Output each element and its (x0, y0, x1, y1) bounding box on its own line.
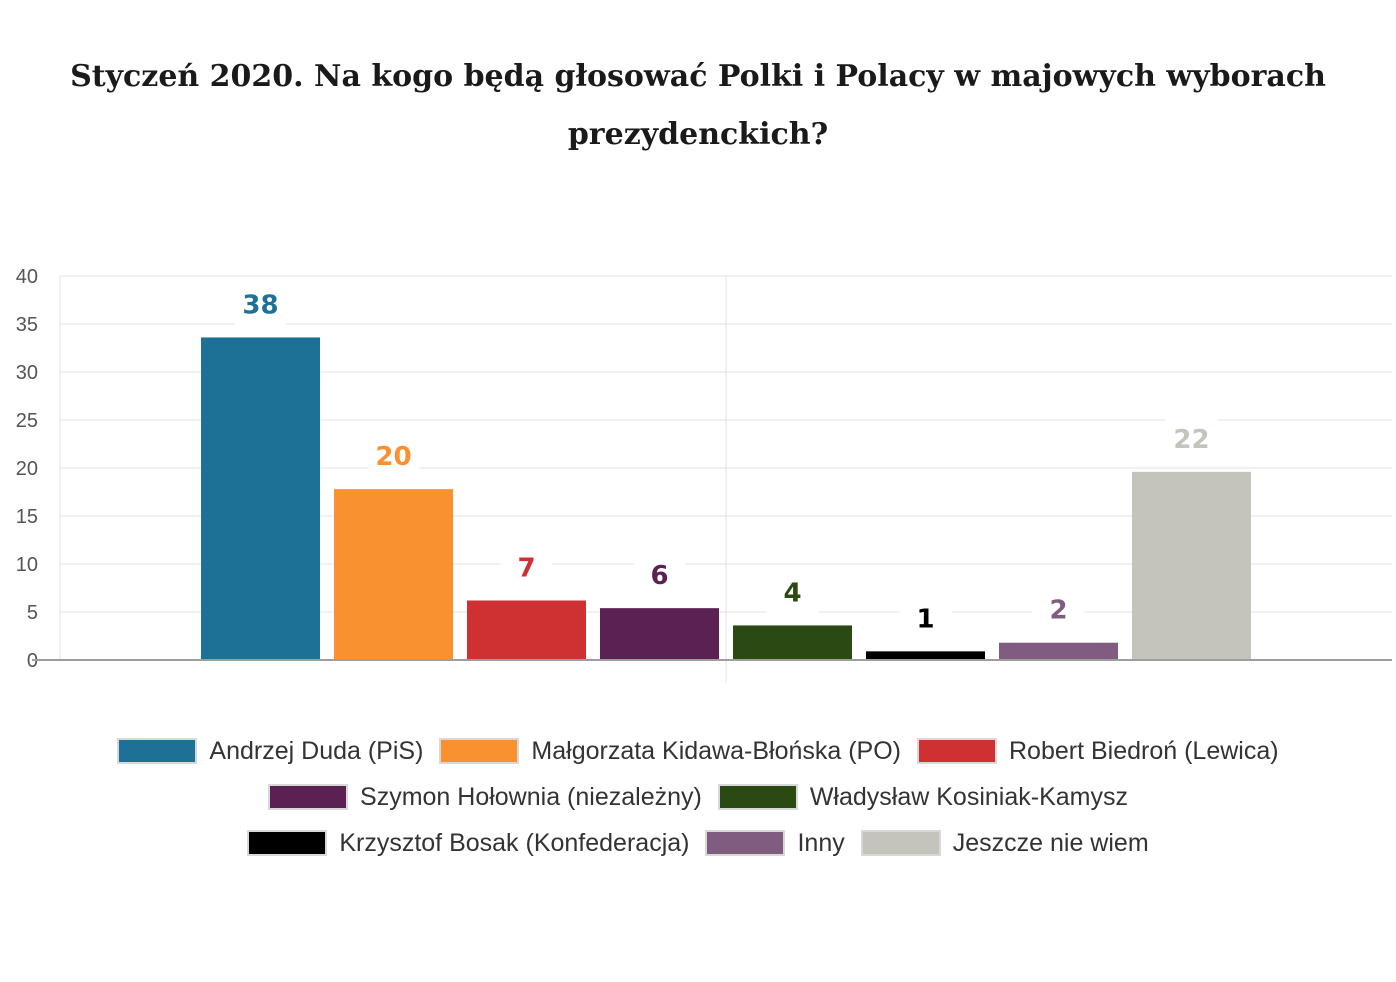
bar (733, 625, 852, 660)
chart-title: Styczeń 2020. Na kogo będą głosować Polk… (70, 59, 1326, 152)
data-label-bg (367, 433, 420, 480)
legend-swatch (268, 784, 349, 810)
bar (467, 600, 586, 660)
data-label: 2 (1049, 596, 1067, 626)
legend-swatch (117, 738, 198, 764)
legend-label: Robert Biedroń (Lewica) (1009, 736, 1279, 765)
legend-swatch (705, 830, 786, 856)
legend-swatch (439, 738, 520, 764)
legend-label: Inny (797, 828, 845, 857)
data-label: 6 (650, 561, 668, 591)
legend-item-jeszcze-nie-wiem[interactable]: Jeszcze nie wiem (860, 820, 1149, 866)
legend-item-inny[interactable]: Inny (705, 820, 845, 866)
legend-swatch (917, 738, 997, 764)
y-tick-label: 25 (16, 410, 38, 432)
data-label: 1 (916, 604, 934, 634)
legend-item-biedron[interactable]: Robert Biedroń (Lewica) (917, 728, 1279, 774)
legend-item-holownia[interactable]: Szymon Hołownia (niezależny) (268, 774, 702, 820)
bar (201, 337, 320, 660)
bar-chart: 051015202530354038207641222 (16, 266, 1392, 682)
legend-label: Krzysztof Bosak (Konfederacja) (339, 828, 690, 857)
legend-item-kosiniak-kamysz[interactable]: Władysław Kosiniak-Kamysz (717, 774, 1128, 820)
legend-label: Szymon Hołownia (niezależny) (360, 782, 702, 811)
y-tick-label: 40 (16, 266, 38, 288)
legend-label: Małgorzata Kidawa-Błońska (PO) (531, 736, 901, 765)
data-label: 7 (517, 553, 535, 583)
data-label-bg (899, 595, 952, 642)
data-label-bg (1165, 415, 1218, 462)
legend-item-duda[interactable]: Andrzej Duda (PiS) (117, 728, 423, 774)
bar (334, 489, 453, 660)
legend-swatch (717, 784, 798, 810)
legend: Andrzej Duda (PiS) Małgorzata Kidawa-Bło… (40, 728, 1356, 866)
legend-item-kidawa-blonska[interactable]: Małgorzata Kidawa-Błońska (PO) (439, 728, 901, 774)
y-tick-label: 10 (16, 554, 38, 576)
data-label: 4 (783, 578, 801, 608)
y-tick-label: 35 (16, 314, 38, 336)
bar (600, 608, 719, 660)
bar (999, 642, 1118, 660)
legend-label: Jeszcze nie wiem (952, 828, 1149, 857)
y-tick-label: 20 (16, 458, 38, 480)
data-label-bg (766, 569, 819, 616)
bar (866, 651, 985, 660)
bar (1132, 471, 1251, 660)
legend-swatch (860, 830, 941, 856)
legend-label: Władysław Kosiniak-Kamysz (809, 782, 1128, 811)
data-label-bg (1032, 586, 1085, 633)
data-label: 20 (375, 442, 411, 472)
legend-swatch (247, 830, 328, 856)
data-label: 38 (242, 290, 278, 320)
legend-label: Andrzej Duda (PiS) (209, 736, 424, 765)
data-label-bg (500, 544, 553, 591)
y-tick-label: 30 (16, 362, 38, 384)
data-label: 22 (1173, 425, 1209, 455)
legend-item-bosak[interactable]: Krzysztof Bosak (Konfederacja) (247, 820, 689, 866)
data-label-bg (234, 281, 287, 328)
y-tick-label: 15 (16, 506, 38, 528)
y-tick-label: 5 (27, 602, 38, 624)
data-label-bg (633, 552, 686, 599)
